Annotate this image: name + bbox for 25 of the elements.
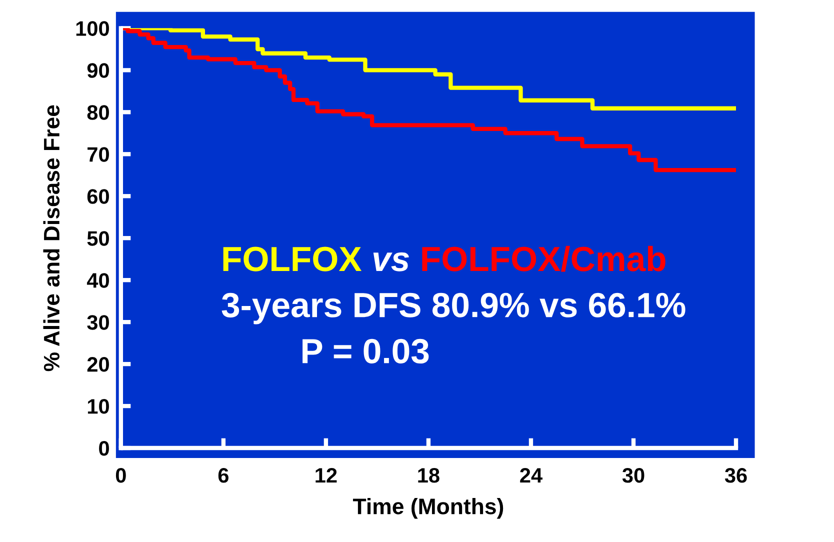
x-tick-label: 0	[116, 468, 126, 483]
annotation: vs	[373, 252, 409, 272]
x-tick-label: 24	[520, 468, 542, 483]
annotation: 3-years DFS 80.9% vs 66.1%	[222, 292, 686, 324]
y-tick-label: 20	[87, 357, 109, 372]
y-tick-label: 10	[88, 399, 109, 414]
y-tick-label: 60	[87, 189, 109, 204]
y-tick-label: 0	[99, 441, 109, 456]
text: FOLFOX/Cmab	[422, 246, 666, 272]
x-tick-label: 12	[316, 468, 337, 483]
y-tick-label: 40	[86, 273, 109, 288]
y-tick-label: 30	[87, 315, 109, 330]
annotation: P = 0.03	[302, 338, 429, 364]
x-tick-label: 18	[418, 468, 440, 483]
y-tick-label: 80	[87, 105, 109, 120]
y-tick-label: 50	[87, 231, 109, 246]
x-tick-label: 36	[724, 468, 747, 483]
y-tick-label: 90	[87, 63, 109, 78]
y-axis-title: % Alive and Disease Free	[43, 105, 60, 372]
text: FOLFOX	[223, 246, 362, 272]
x-tick-label: 6	[218, 468, 228, 483]
x-axis-title: Time (Months)	[353, 498, 504, 519]
y-tick-label: 70	[88, 147, 109, 162]
y-tick-label: 100	[76, 21, 109, 36]
x-tick-label: 30	[622, 468, 644, 483]
